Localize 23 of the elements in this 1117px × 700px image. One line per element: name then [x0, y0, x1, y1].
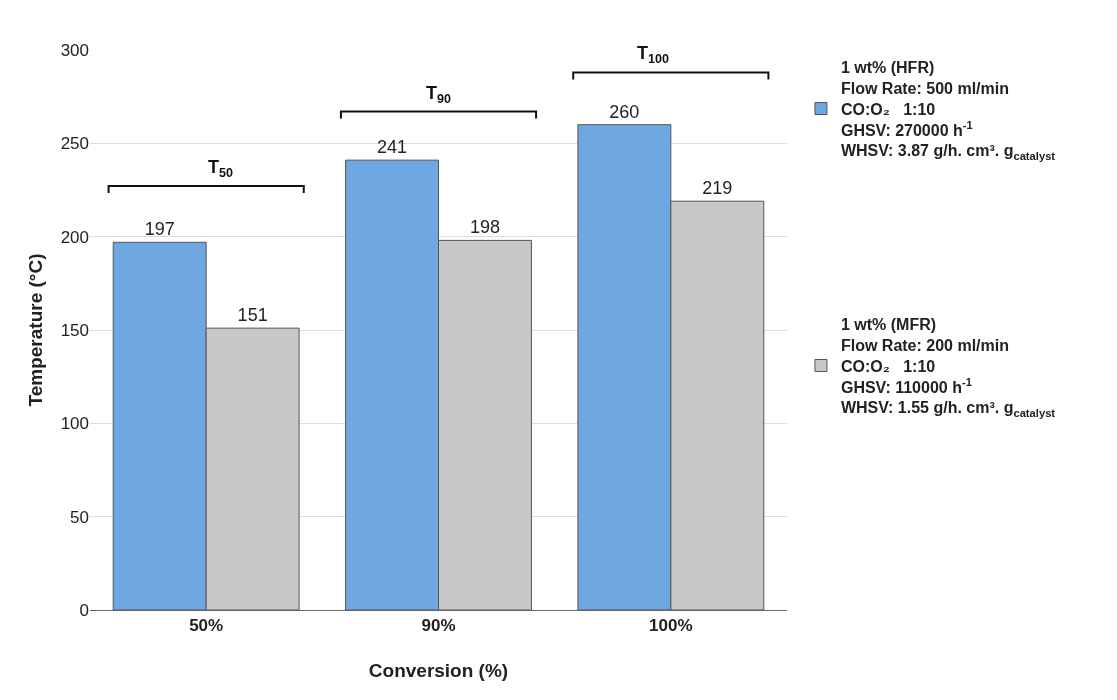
y-tick-label: 300: [60, 40, 89, 60]
data-label: 260: [609, 101, 640, 122]
x-tick-label: 100%: [649, 616, 693, 636]
legend-label: 1 wt% (MFR) Flow Rate: 200 ml/min CO:O₂ 1:10 GHSV: 110000 h$^{-1}$ WHSV: 1.55 g/h. cm³. g$_{catalyst}$: [840, 316, 1056, 419]
y-tick-label: 150: [60, 320, 89, 340]
x-axis-title: Conversion (%): [368, 660, 509, 681]
y-tick-label: 200: [60, 227, 89, 247]
data-label: 198: [469, 217, 500, 238]
annotation: T$_{90}$: [426, 83, 452, 106]
y-axis-title: Temperature (°C): [25, 253, 46, 407]
y-tick-label: 0: [79, 600, 89, 620]
data-label: 219: [702, 178, 733, 199]
legend-label: 1 wt% (HFR) Flow Rate: 500 ml/min CO:O₂ 1:10 GHSV: 270000 h$^{-1}$ WHSV: 3.87 g/h. cm³. g$_{catalyst}$: [840, 59, 1056, 162]
y-tick-label: 100: [60, 414, 89, 434]
annotation: T$_{100}$: [637, 43, 670, 66]
y-tick-label: 250: [60, 134, 89, 154]
x-tick-label: 90%: [421, 616, 456, 636]
data-label: 197: [144, 219, 175, 240]
y-tick-label: 50: [70, 507, 89, 527]
data-label: 241: [377, 137, 408, 158]
annotation: T$_{50}$: [208, 157, 234, 180]
x-tick-label: 50%: [189, 616, 224, 636]
data-label: 151: [237, 305, 268, 326]
